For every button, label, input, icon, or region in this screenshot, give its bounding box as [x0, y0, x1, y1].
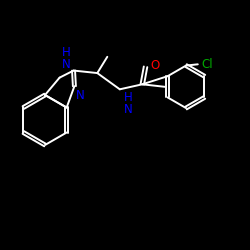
Text: H
N: H N	[124, 90, 132, 116]
Text: H
N: H N	[62, 46, 70, 72]
Text: O: O	[150, 59, 159, 72]
Text: Cl: Cl	[201, 58, 213, 71]
Text: N: N	[76, 89, 85, 102]
